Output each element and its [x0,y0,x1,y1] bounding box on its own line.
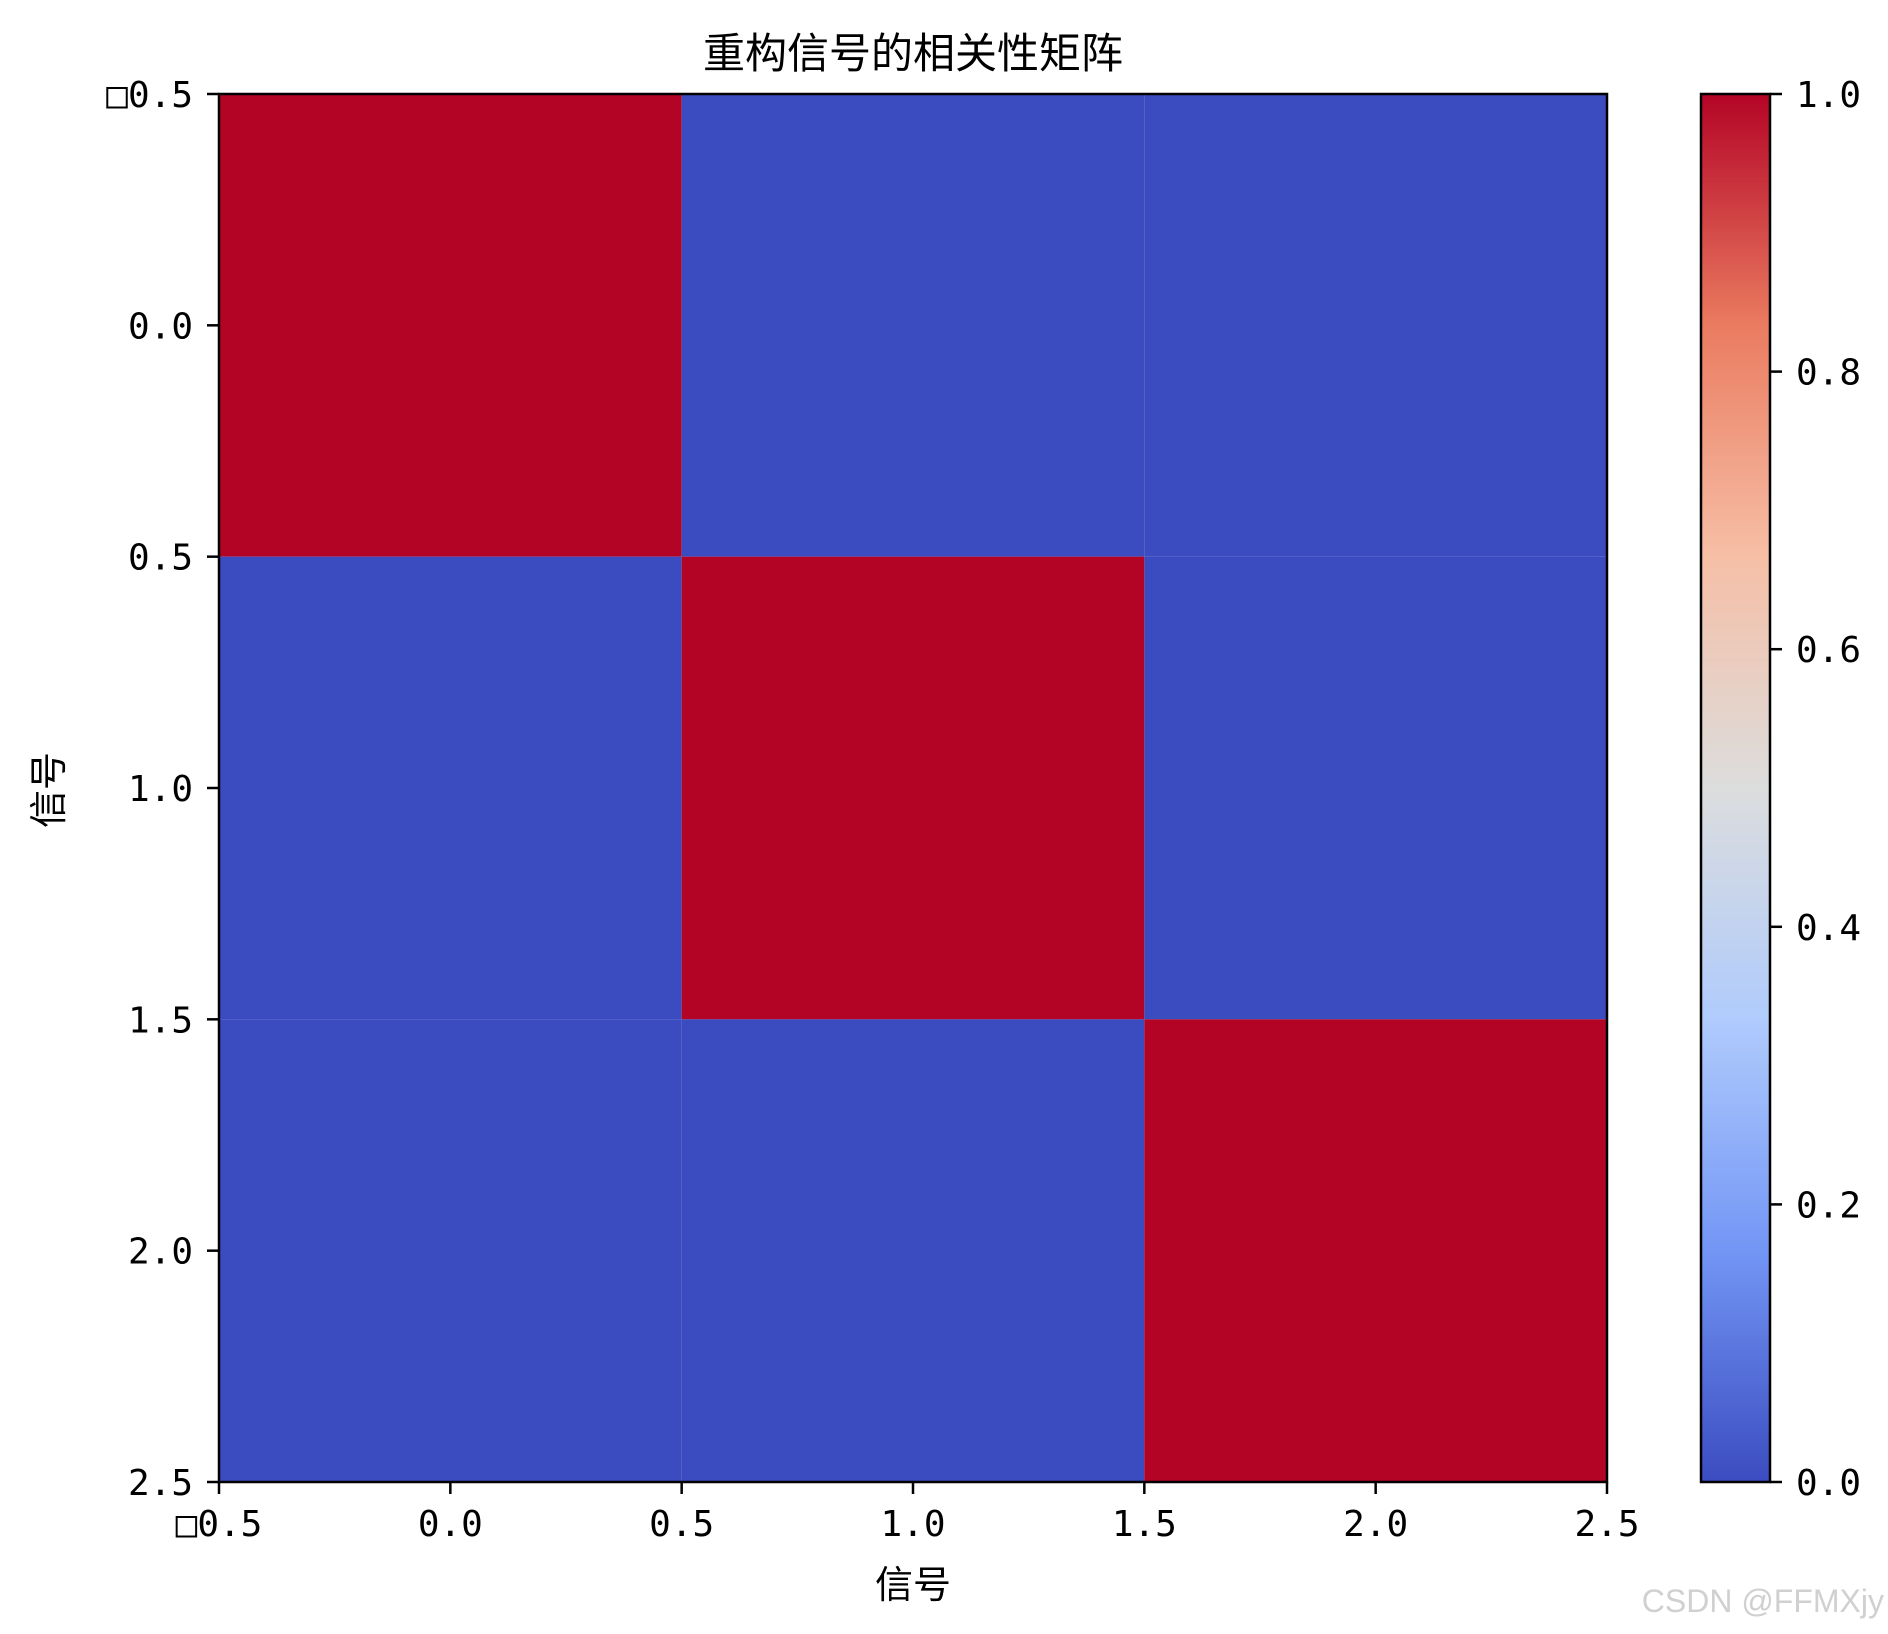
colorbar-tick-label: 0.4 [1796,908,1861,949]
y-axis-ticks: □0.5 0.0 0.5 1.0 1.5 2.0 2.5 [106,75,219,1504]
colorbar-tick-label: 0.8 [1796,353,1861,394]
x-tick-label: 2.0 [1343,1504,1408,1545]
colorbar [1699,92,1772,1484]
colorbar-tick-label: 0.0 [1796,1463,1861,1504]
heatmap-cell-r2-c1 [681,1019,1145,1482]
x-tick-label: 1.0 [880,1504,945,1545]
x-tick-label: 2.5 [1574,1504,1639,1545]
x-tick-label: □0.5 [176,1504,263,1545]
heatmap-cell-r1-c1 [681,556,1145,1020]
y-tick-label: 1.0 [128,769,193,810]
colorbar-tick-label: 1.0 [1796,75,1861,116]
x-tick-label: 1.5 [1112,1504,1177,1545]
heatmap-cells [219,94,1607,1482]
x-axis-ticks: □0.5 0.0 0.5 1.0 1.5 2.0 2.5 [176,1482,1640,1545]
heatmap-cell-r1-c2 [1144,556,1607,1020]
heatmap-cell-r2-c2 [1144,1019,1607,1482]
y-tick-label: 1.5 [128,1000,193,1041]
y-tick-label: 0.0 [128,306,193,347]
x-tick-label: 0.5 [649,1504,714,1545]
colorbar-ticks: 0.0 0.2 0.4 0.6 0.8 1.0 [1770,75,1861,1504]
colorbar-tick-label: 0.2 [1796,1185,1861,1226]
x-tick-label: 0.0 [418,1504,483,1545]
heatmap-cell-r0-c1 [681,94,1145,557]
chart-title: 重构信号的相关性矩阵 [703,29,1123,78]
y-tick-label: □0.5 [106,75,193,116]
x-axis-label: 信号 [875,1563,951,1607]
colorbar-tick-label: 0.6 [1796,630,1861,671]
heatmap-cell-r2-c0 [219,1019,682,1482]
y-tick-label: 2.0 [128,1232,193,1273]
y-axis-label: 信号 [27,752,71,828]
watermark: CSDN @FFMXjy [1642,1583,1884,1619]
heatmap-cell-r0-c0 [219,94,682,557]
heatmap-cell-r0-c2 [1144,94,1607,557]
heatmap-cell-r1-c0 [219,556,682,1020]
y-tick-label: 0.5 [128,538,193,579]
y-tick-label: 2.5 [128,1463,193,1504]
